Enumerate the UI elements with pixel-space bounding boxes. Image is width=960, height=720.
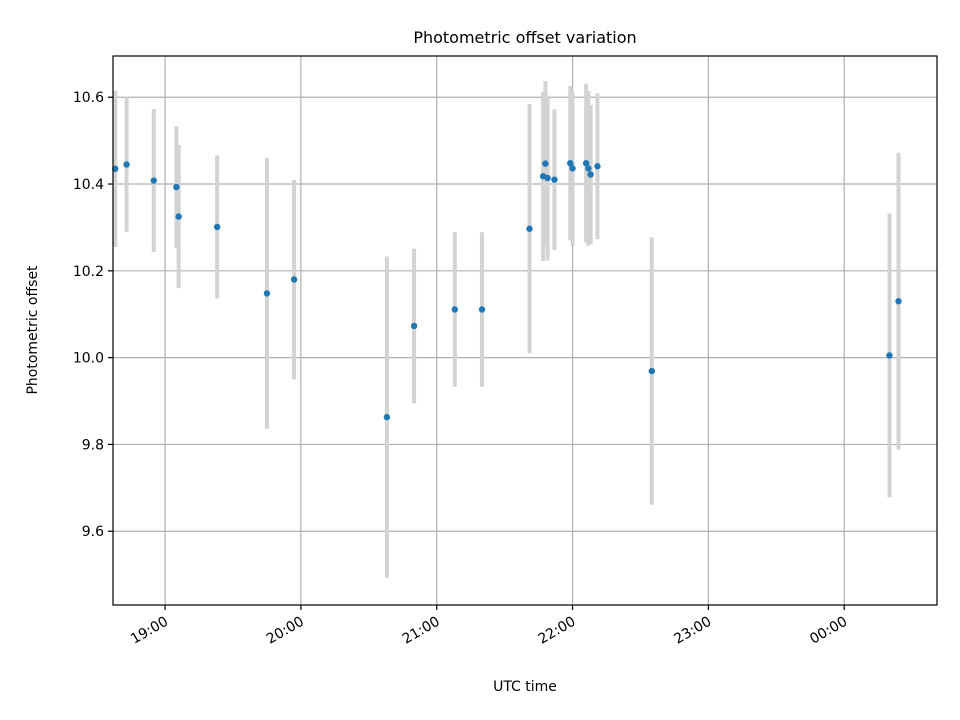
data-point xyxy=(526,225,533,232)
data-point xyxy=(886,352,893,359)
data-point xyxy=(542,160,549,167)
data-point xyxy=(290,276,298,283)
data-point xyxy=(112,165,119,173)
y-tick-label: 9.6 xyxy=(82,524,104,540)
y-axis-label: Photometric offset xyxy=(25,265,41,395)
data-point xyxy=(173,183,180,191)
data-point xyxy=(544,174,551,182)
data-point xyxy=(478,306,486,313)
data-point xyxy=(383,413,391,421)
data-point xyxy=(569,165,576,172)
data-point xyxy=(551,176,558,183)
data-point xyxy=(582,159,590,167)
grid-lines xyxy=(113,56,937,605)
data-points xyxy=(112,159,902,421)
data-point xyxy=(175,213,182,220)
y-tick-label: 10.6 xyxy=(73,90,104,106)
data-point xyxy=(567,159,574,167)
y-tick-label: 9.8 xyxy=(82,437,104,453)
data-point xyxy=(895,298,902,305)
data-point xyxy=(451,306,459,313)
y-tick-label: 10.2 xyxy=(73,264,104,280)
data-point xyxy=(594,163,601,170)
data-point xyxy=(263,290,271,297)
y-tick-label: 10.0 xyxy=(73,351,104,367)
data-point xyxy=(123,161,130,168)
data-point xyxy=(587,171,594,178)
data-point xyxy=(648,367,655,375)
data-point xyxy=(585,165,592,172)
data-point xyxy=(150,177,157,184)
axes-frame xyxy=(112,55,938,606)
data-point xyxy=(213,223,221,231)
data-point xyxy=(410,322,418,330)
y-tick-label: 10.4 xyxy=(73,177,104,193)
x-axis-label: UTC time xyxy=(493,679,557,695)
chart-title: Photometric offset variation xyxy=(413,28,636,47)
